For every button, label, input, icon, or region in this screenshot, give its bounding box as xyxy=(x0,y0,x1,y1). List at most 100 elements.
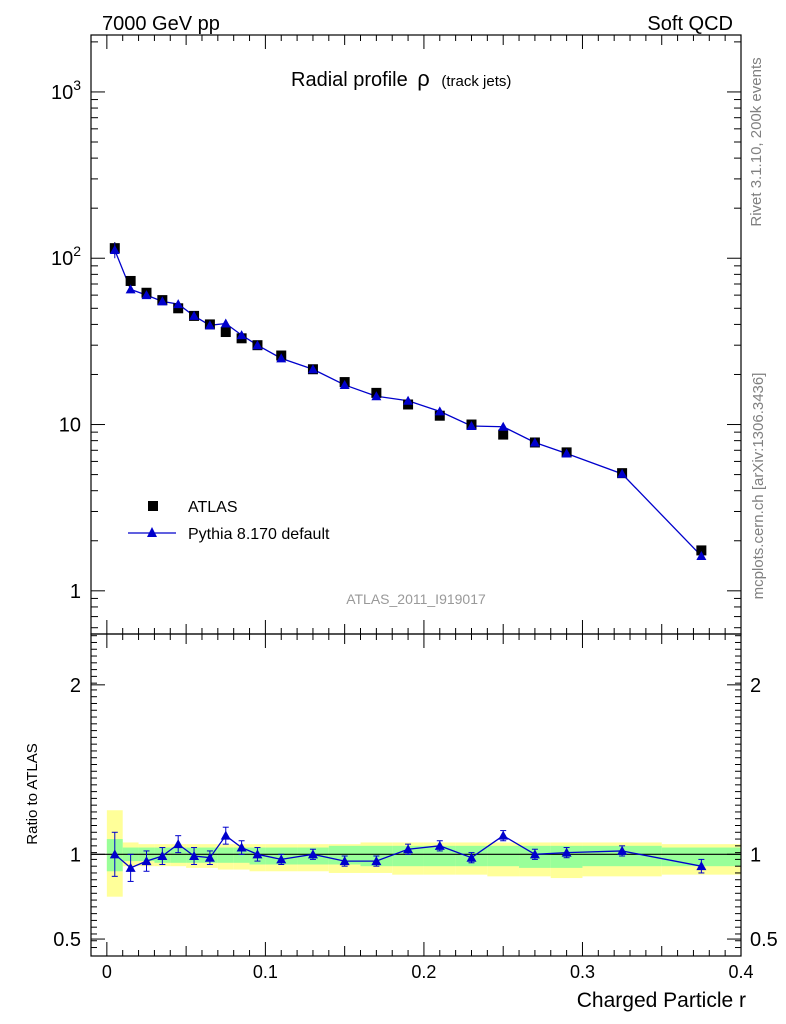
ratio-pythia-point xyxy=(696,861,707,871)
main-title-text: Radial profile xyxy=(291,69,408,91)
atlas-point xyxy=(434,410,445,421)
pythia-point xyxy=(109,245,120,255)
atlas-point xyxy=(696,545,707,556)
ratio-pythia-point xyxy=(466,852,477,862)
main-y-tick-label: 10 xyxy=(59,415,81,437)
ratio-green-band xyxy=(217,847,234,863)
main-title-suffix: (track jets) xyxy=(441,73,511,90)
pythia-point xyxy=(236,330,247,340)
ratio-pythia-point xyxy=(125,862,136,872)
ratio-y-tick-label-right: 1 xyxy=(750,844,761,866)
header-left-label: 7000 GeV pp xyxy=(102,13,220,35)
ratio-pythia-point xyxy=(339,856,350,866)
rivet-version-label: Rivet 3.1.10, 200k events xyxy=(748,57,765,226)
atlas-point xyxy=(125,275,136,286)
ratio-green-band xyxy=(487,845,520,867)
main-title: Radial profile ρ (track jets) xyxy=(291,66,511,91)
ratio-green-band xyxy=(170,847,187,863)
ratio-panel-axes: 0 0.1 0.2 0.3 0.4 0.5 0.5 1 1 2 2 xyxy=(53,633,778,982)
x-tick-label: 0.3 xyxy=(570,962,595,982)
ratio-pythia-point xyxy=(236,842,247,852)
ratio-y-tick-label-right: 0.5 xyxy=(750,929,778,951)
pythia-point xyxy=(434,406,445,416)
header-right-label: Soft QCD xyxy=(647,13,733,35)
x-tick-label: 0.1 xyxy=(253,962,278,982)
atlas-point xyxy=(498,429,509,440)
x-tick-label: 0.2 xyxy=(411,962,436,982)
main-panel-series xyxy=(109,242,707,560)
atlas-point xyxy=(173,303,184,314)
main-y-tick-label: 1 xyxy=(70,581,81,603)
ratio-pythia-point xyxy=(173,839,184,849)
source-label: mcplots.cern.ch [arXiv:1306.3436] xyxy=(750,373,767,600)
ratio-pythia-point xyxy=(276,854,287,864)
legend-pythia-label: Pythia 8.170 default xyxy=(188,526,330,543)
ratio-pythia-point xyxy=(220,830,231,840)
pythia-point xyxy=(141,290,152,300)
pythia-point xyxy=(307,364,318,374)
pythia-point xyxy=(189,310,200,320)
ratio-pythia-point xyxy=(403,844,414,854)
ratio-pythia-point xyxy=(561,847,572,857)
ratio-pythia-line xyxy=(114,834,702,869)
ratio-pythia-point xyxy=(204,852,215,862)
pythia-point xyxy=(617,468,628,478)
pythia-point xyxy=(157,296,168,306)
ratio-pythia-point xyxy=(307,849,318,859)
main-y-tick-label: 103 xyxy=(51,77,81,104)
ratio-pythia-point xyxy=(157,851,168,861)
main-y-tick-label-exponent: 3 xyxy=(73,77,81,93)
ratio-pythia-point xyxy=(498,830,509,840)
pythia-point xyxy=(403,395,414,405)
pythia-point xyxy=(252,340,263,350)
main-title-symbol: ρ xyxy=(417,66,430,91)
ratio-pythia-point xyxy=(252,849,263,859)
ratio-pythia-point xyxy=(189,851,200,861)
ratio-pythia-point xyxy=(529,849,540,859)
main-y-tick-label-base: 10 xyxy=(51,248,73,270)
ratio-green-band xyxy=(423,845,456,867)
pythia-point xyxy=(561,448,572,458)
x-axis-label: Charged Particle r xyxy=(577,989,746,1012)
ratio-y-tick-label: 1 xyxy=(70,844,81,866)
x-tick-label: 0 xyxy=(102,962,112,982)
ratio-y-tick-label-right: 2 xyxy=(750,675,761,697)
legend-atlas-marker xyxy=(148,501,158,511)
ratio-pythia-point xyxy=(141,856,152,866)
main-y-tick-label-base: 10 xyxy=(51,82,73,104)
pythia-point xyxy=(466,420,477,430)
main-y-tick-label-exponent: 2 xyxy=(73,243,81,259)
ratio-panel-series xyxy=(109,826,707,882)
ratio-y-tick-label: 0.5 xyxy=(53,929,81,951)
ratio-y-axis-label: Ratio to ATLAS xyxy=(24,743,41,844)
ratio-green-band xyxy=(392,845,424,867)
legend-pythia-marker xyxy=(147,527,157,537)
main-panel-frame xyxy=(90,34,742,635)
ratio-panel-frame xyxy=(90,633,742,957)
legend: ATLAS Pythia 8.170 default xyxy=(128,499,330,543)
ratio-green-band xyxy=(661,847,741,867)
main-y-tick-label: 102 xyxy=(51,243,81,270)
pythia-point xyxy=(339,379,350,389)
ratio-pythia-point xyxy=(434,840,445,850)
atlas-point xyxy=(220,327,231,338)
x-tick-label: 0.4 xyxy=(728,962,753,982)
ratio-pythia-point xyxy=(109,849,120,859)
ratio-y-tick-label: 2 xyxy=(70,675,81,697)
pythia-point xyxy=(173,299,184,309)
pythia-point xyxy=(498,421,509,431)
pythia-point xyxy=(529,437,540,447)
pythia-point xyxy=(125,284,136,294)
pythia-line xyxy=(114,249,702,557)
ratio-pythia-point xyxy=(371,856,382,866)
pythia-point xyxy=(204,320,215,330)
legend-atlas-label: ATLAS xyxy=(188,499,238,516)
ratio-pythia-point xyxy=(617,845,628,855)
pythia-point xyxy=(371,391,382,401)
analysis-watermark: ATLAS_2011_I919017 xyxy=(346,591,486,607)
pythia-point xyxy=(276,353,287,363)
ratio-uncertainty-bands xyxy=(91,810,741,897)
pythia-point xyxy=(696,550,707,560)
